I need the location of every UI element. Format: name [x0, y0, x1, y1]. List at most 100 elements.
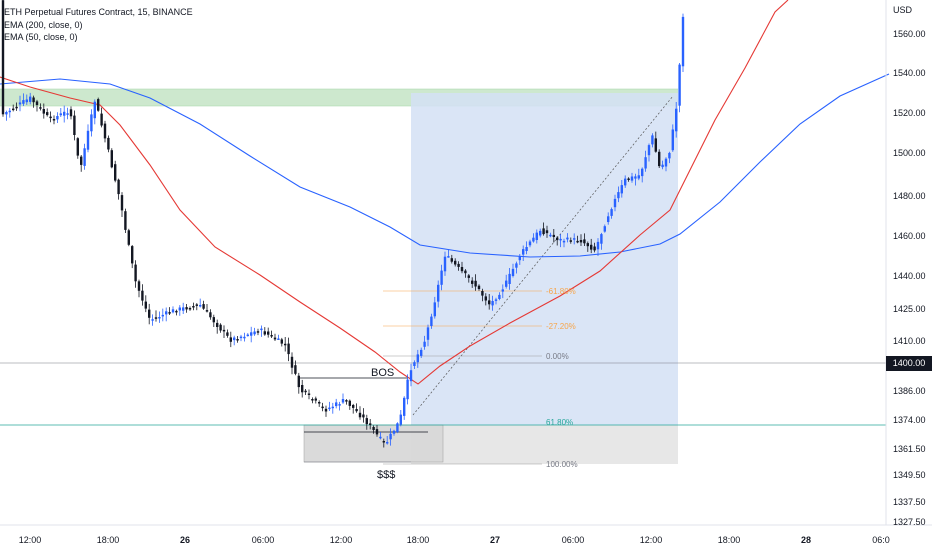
candle-body: [171, 309, 175, 313]
candle-body: [579, 240, 583, 243]
candle-body: [596, 241, 600, 250]
candle-body: [386, 442, 389, 444]
legend-ema50[interactable]: EMA (50, close, 0): [4, 32, 78, 42]
candle-body: [539, 230, 542, 236]
time-tick-label: 28: [801, 535, 811, 545]
candle-body: [450, 258, 453, 262]
candle-body: [409, 370, 413, 382]
price-tick-label: 1560.00: [893, 29, 926, 39]
candle-body: [307, 393, 311, 395]
candle-body: [219, 324, 222, 331]
candle-body: [8, 110, 11, 113]
candle-body: [134, 264, 137, 282]
fib-label-0: 0.00%: [546, 352, 569, 361]
legend-title[interactable]: ETH Perpetual Futures Contract, 15, BINA…: [4, 7, 193, 17]
candle-body: [114, 164, 117, 181]
candle-body: [576, 240, 579, 243]
candle-body: [314, 398, 317, 401]
price-tick-label: 1480.00: [893, 191, 926, 201]
candle-body: [127, 230, 130, 245]
candle-body: [566, 237, 569, 240]
candle-body: [481, 291, 484, 296]
candle-body: [168, 312, 171, 314]
candle-body: [209, 312, 212, 318]
candle-body: [675, 108, 678, 132]
candle-body: [620, 185, 623, 194]
price-tick-label: 1327.50: [893, 517, 926, 527]
time-tick-label: 26: [180, 535, 190, 545]
candle-body: [239, 336, 243, 339]
candle-body: [474, 280, 477, 287]
candle-body: [457, 263, 460, 267]
candle-body: [226, 332, 229, 336]
candle-body: [273, 337, 277, 340]
candle-body: [243, 336, 246, 339]
candle-body: [464, 270, 467, 274]
candle-body: [216, 322, 219, 327]
candle-body: [161, 314, 164, 317]
candle-body: [413, 362, 416, 366]
candle-body: [63, 111, 66, 116]
time-tick-label: 06:0: [872, 535, 890, 545]
candle-body: [267, 331, 270, 335]
candle-body: [528, 241, 532, 246]
candle-body: [501, 289, 504, 292]
candle-body: [287, 343, 290, 355]
time-tick-label: 06:00: [252, 535, 275, 545]
price-ticks: 1560.00 1540.00 1520.00 1500.00 1480.00 1460.…: [893, 29, 926, 527]
time-tick-label: 27: [490, 535, 500, 545]
price-tick-label: 1520.00: [893, 108, 926, 118]
candle-body: [49, 116, 52, 119]
candle-body: [42, 109, 45, 114]
candle-body: [600, 234, 603, 244]
lower-grey-box: [411, 425, 678, 464]
candle-body: [270, 335, 273, 337]
candle-body: [18, 102, 22, 105]
candle-body: [73, 115, 76, 135]
candle-body: [437, 284, 440, 302]
candle-body: [552, 234, 555, 237]
candle-body: [389, 433, 392, 440]
candle-body: [664, 158, 668, 167]
candle-body: [199, 305, 202, 307]
candle-body: [518, 256, 521, 261]
candle-body: [175, 310, 178, 313]
candle-body: [647, 145, 651, 156]
candle-body: [396, 423, 399, 432]
candle-body: [144, 301, 147, 309]
candle-body: [151, 319, 154, 321]
candle-body: [440, 270, 443, 285]
time-tick-label: 18:00: [97, 535, 120, 545]
candle-body: [443, 256, 447, 272]
candle-body: [335, 402, 338, 407]
candle-body: [505, 280, 508, 287]
candle-body: [154, 317, 158, 319]
legend-ema200[interactable]: EMA (200, close, 0): [4, 19, 83, 30]
candle-body: [613, 198, 617, 208]
candle-body: [355, 409, 358, 412]
candle-body: [433, 302, 436, 317]
candle-body: [120, 195, 124, 211]
candle-body: [362, 414, 365, 418]
candle-body: [32, 97, 35, 103]
candle-body: [430, 316, 433, 326]
candle-body: [93, 101, 96, 119]
trend-dashed-line: [412, 95, 674, 416]
candle-body: [321, 406, 324, 409]
candle-body: [324, 408, 328, 412]
candle-body: [617, 192, 620, 199]
candle-body: [284, 343, 287, 346]
candle-body: [630, 176, 634, 181]
candle-body: [165, 311, 168, 315]
candle-body: [559, 238, 562, 241]
candle-body: [593, 246, 596, 251]
candle-body: [423, 341, 426, 347]
candle-body: [263, 331, 266, 335]
candle-body: [515, 263, 518, 268]
candle-body: [590, 244, 593, 250]
candle-body: [610, 209, 613, 216]
candle-body: [202, 304, 205, 309]
fib-label-100: 100.00%: [546, 460, 578, 469]
